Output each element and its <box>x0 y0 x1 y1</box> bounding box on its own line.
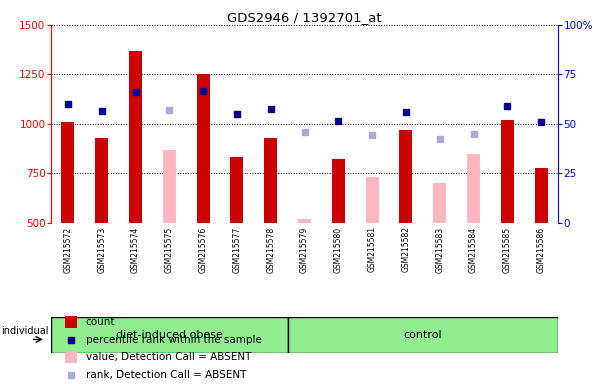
Bar <box>163 149 176 223</box>
Bar <box>535 168 548 223</box>
Text: GSM215575: GSM215575 <box>165 227 174 273</box>
Text: rank, Detection Call = ABSENT: rank, Detection Call = ABSENT <box>86 370 246 380</box>
Text: control: control <box>403 330 442 340</box>
Text: count: count <box>86 317 115 327</box>
Text: GSM215576: GSM215576 <box>199 227 208 273</box>
Bar <box>65 352 77 363</box>
Text: GSM215583: GSM215583 <box>435 227 444 273</box>
Bar <box>467 154 480 223</box>
Bar <box>230 157 244 223</box>
Text: GSM215578: GSM215578 <box>266 227 275 273</box>
Bar <box>61 122 74 223</box>
Bar <box>332 159 345 223</box>
Bar <box>433 183 446 223</box>
Text: GSM215582: GSM215582 <box>401 227 410 273</box>
Bar <box>129 51 142 223</box>
Text: GSM215586: GSM215586 <box>536 227 545 273</box>
Text: GSM215581: GSM215581 <box>368 227 377 273</box>
Bar <box>95 138 108 223</box>
Text: individual: individual <box>1 326 49 336</box>
Bar <box>501 120 514 223</box>
Bar <box>51 317 287 353</box>
Bar <box>298 219 311 223</box>
Bar <box>400 130 412 223</box>
Text: GSM215584: GSM215584 <box>469 227 478 273</box>
Text: GSM215573: GSM215573 <box>97 227 106 273</box>
Text: value, Detection Call = ABSENT: value, Detection Call = ABSENT <box>86 353 251 362</box>
Text: GSM215577: GSM215577 <box>232 227 241 273</box>
Title: GDS2946 / 1392701_at: GDS2946 / 1392701_at <box>227 11 382 24</box>
Text: GSM215585: GSM215585 <box>503 227 512 273</box>
Bar <box>365 177 379 223</box>
Text: GSM215580: GSM215580 <box>334 227 343 273</box>
Text: GSM215579: GSM215579 <box>300 227 309 273</box>
Text: GSM215574: GSM215574 <box>131 227 140 273</box>
Text: percentile rank within the sample: percentile rank within the sample <box>86 334 262 344</box>
Text: GSM215572: GSM215572 <box>64 227 73 273</box>
Bar <box>197 74 209 223</box>
Bar <box>264 138 277 223</box>
Bar <box>65 316 77 328</box>
Bar <box>287 317 558 353</box>
Text: diet-induced obese: diet-induced obese <box>116 330 223 340</box>
